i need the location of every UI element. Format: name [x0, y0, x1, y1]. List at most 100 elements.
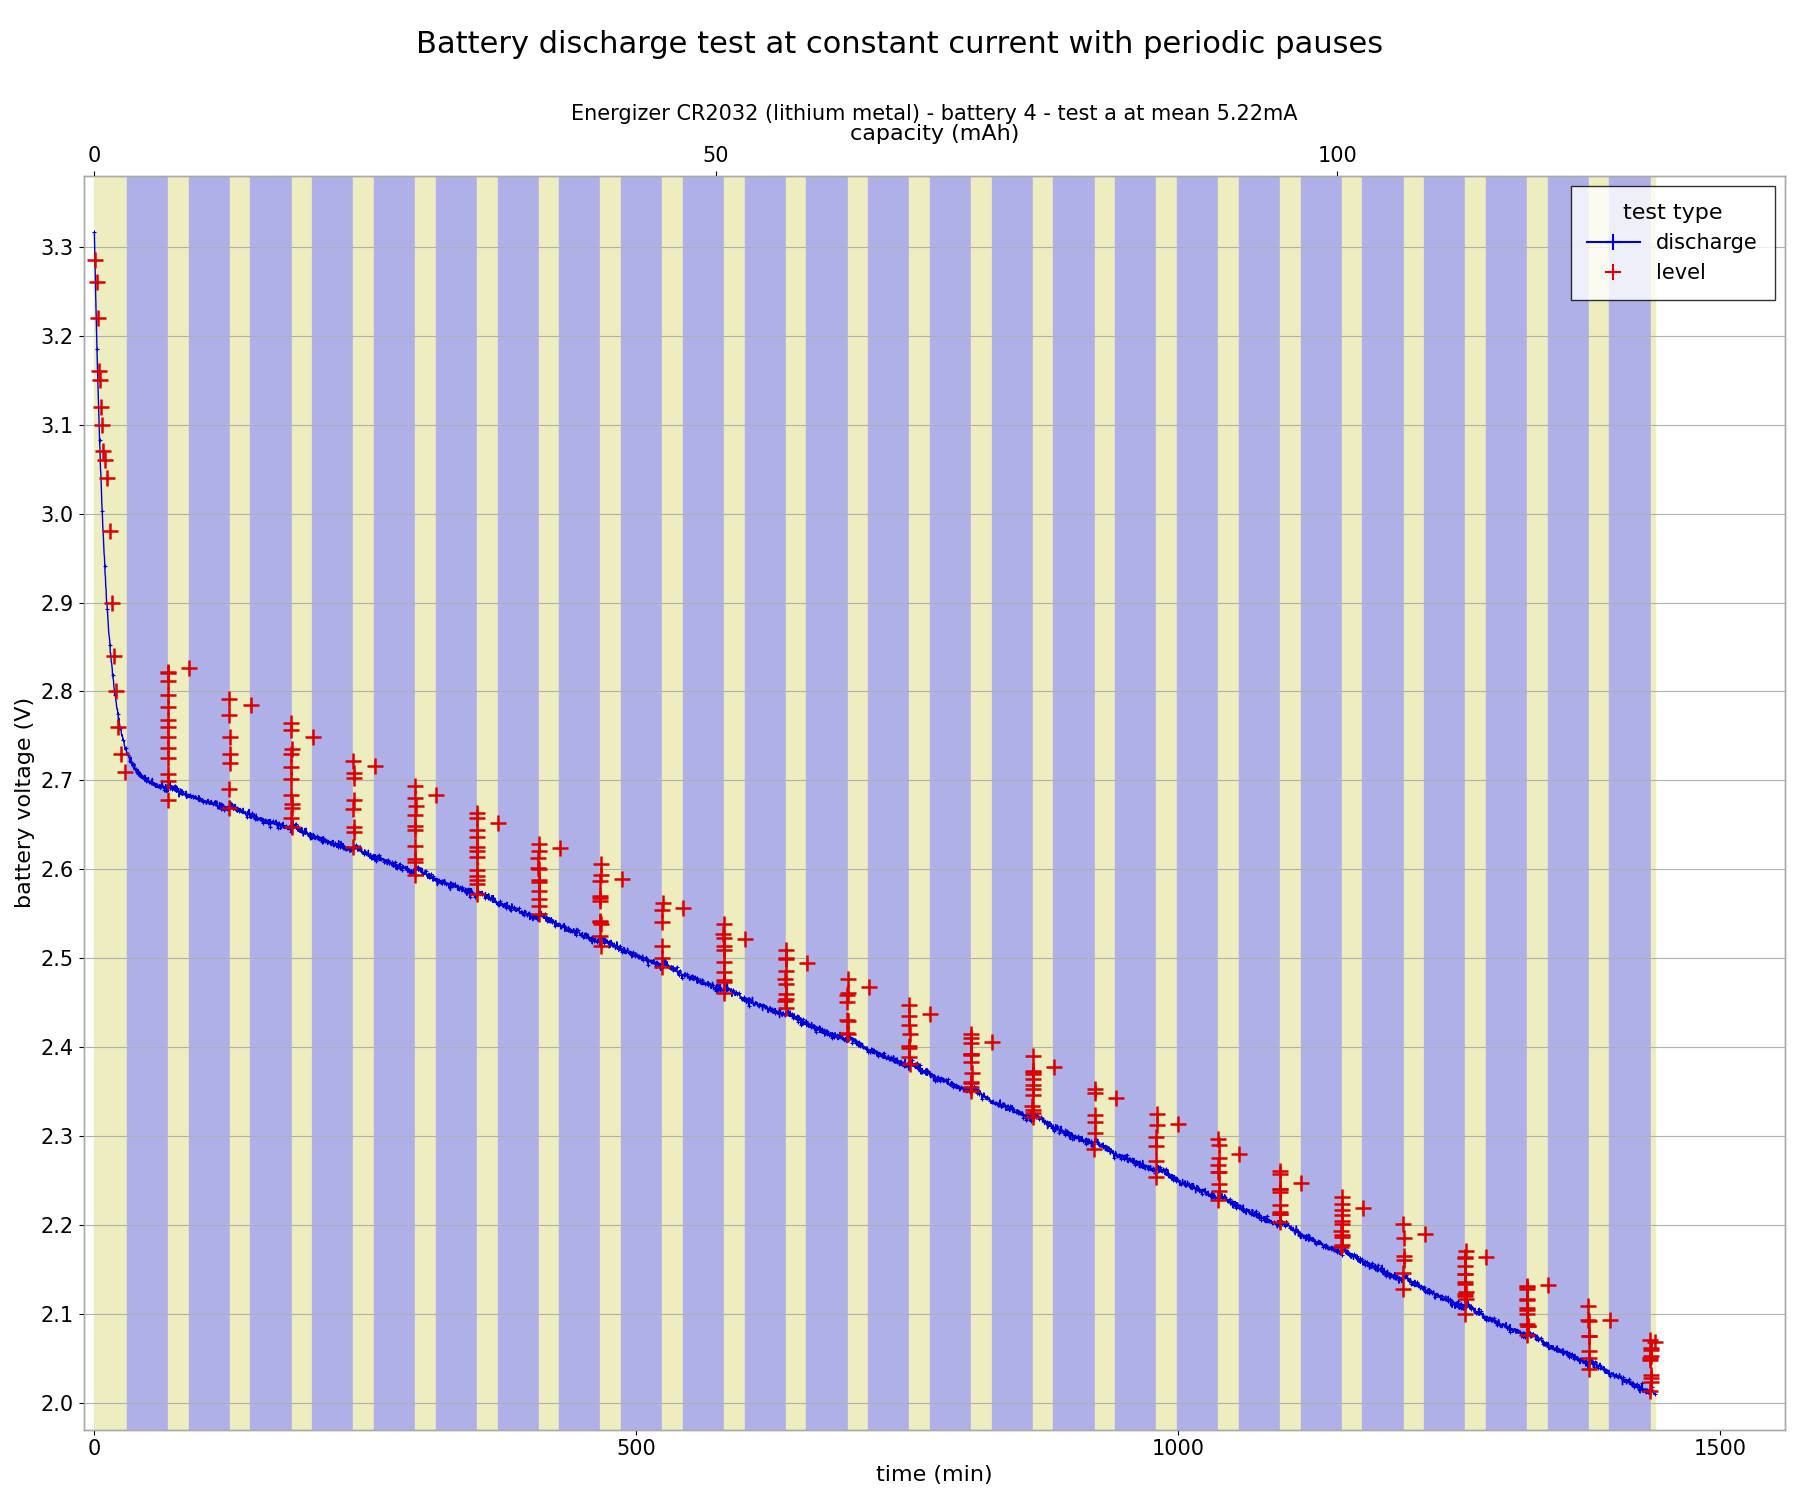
Bar	[662, 176, 682, 1430]
level	[977, 1030, 1006, 1054]
level	[709, 969, 738, 993]
level	[277, 738, 306, 762]
level	[1636, 1348, 1665, 1372]
level	[524, 833, 553, 856]
level	[153, 735, 182, 759]
level	[338, 836, 367, 860]
level	[587, 910, 616, 934]
level	[153, 684, 182, 708]
level	[587, 909, 616, 933]
level	[709, 968, 738, 992]
level	[1595, 1308, 1624, 1332]
level	[1019, 1077, 1048, 1101]
level	[1019, 1066, 1048, 1090]
level	[1451, 1287, 1480, 1311]
level	[1265, 1161, 1294, 1185]
level	[90, 448, 119, 472]
level	[1451, 1284, 1480, 1308]
Bar	[1177, 176, 1219, 1430]
level	[1019, 1062, 1048, 1086]
Bar	[1301, 176, 1341, 1430]
Bar	[374, 176, 416, 1430]
level	[340, 815, 369, 839]
level	[1514, 1314, 1543, 1338]
Bar	[416, 176, 436, 1430]
level	[1512, 1302, 1541, 1326]
level	[463, 864, 491, 888]
level	[1327, 1224, 1355, 1248]
level	[463, 840, 491, 864]
level	[101, 680, 130, 703]
level	[277, 756, 306, 780]
level	[1265, 1192, 1294, 1216]
level	[607, 867, 635, 891]
level	[1019, 1059, 1048, 1083]
level	[401, 815, 430, 839]
discharge	[1643, 1384, 1665, 1402]
level	[214, 777, 243, 801]
Bar	[1341, 176, 1363, 1430]
level	[772, 938, 801, 962]
level	[214, 704, 243, 728]
level	[587, 852, 616, 876]
level	[86, 394, 115, 418]
level	[1265, 1178, 1294, 1202]
level	[1636, 1346, 1665, 1370]
level	[1287, 1170, 1316, 1194]
Text: Battery discharge test at constant current with periodic pauses: Battery discharge test at constant curre…	[416, 30, 1384, 58]
Bar	[167, 176, 189, 1430]
level	[1636, 1370, 1665, 1394]
level	[155, 660, 184, 684]
level	[709, 922, 738, 946]
level	[1327, 1224, 1355, 1248]
level	[1204, 1134, 1233, 1158]
level	[1019, 1098, 1048, 1122]
level	[895, 1035, 923, 1059]
level	[277, 742, 306, 766]
level	[1451, 1254, 1480, 1278]
level	[524, 902, 553, 926]
level	[97, 591, 126, 615]
level	[855, 975, 884, 999]
level	[401, 862, 430, 886]
level	[524, 839, 553, 862]
Bar	[1651, 176, 1654, 1430]
Bar	[292, 176, 311, 1430]
level	[401, 818, 430, 842]
level	[1390, 1262, 1418, 1286]
Bar	[1033, 176, 1053, 1430]
Bar	[931, 176, 972, 1430]
level	[340, 766, 369, 790]
level	[895, 1046, 923, 1070]
level	[1204, 1188, 1233, 1212]
discharge	[956, 1078, 977, 1096]
level	[338, 762, 367, 786]
level	[524, 879, 553, 903]
level	[1575, 1324, 1604, 1348]
level	[1636, 1336, 1665, 1360]
level	[958, 1044, 986, 1068]
level	[277, 816, 306, 840]
level	[524, 855, 553, 879]
level	[670, 896, 698, 920]
level	[463, 818, 491, 842]
level	[175, 656, 203, 680]
Bar	[806, 176, 848, 1430]
level	[1573, 1308, 1602, 1332]
level	[463, 871, 491, 895]
level	[81, 248, 110, 272]
level	[1141, 1166, 1170, 1190]
level	[648, 956, 677, 980]
level	[731, 927, 760, 951]
level	[1226, 1142, 1255, 1166]
Line: discharge: discharge	[92, 231, 1658, 1398]
level	[1328, 1203, 1357, 1227]
level	[1636, 1378, 1665, 1402]
level	[709, 912, 738, 936]
level	[401, 794, 430, 818]
level	[1141, 1134, 1170, 1158]
level	[1019, 1083, 1048, 1107]
level	[95, 519, 124, 543]
level	[1019, 1059, 1048, 1083]
level	[1512, 1275, 1541, 1299]
